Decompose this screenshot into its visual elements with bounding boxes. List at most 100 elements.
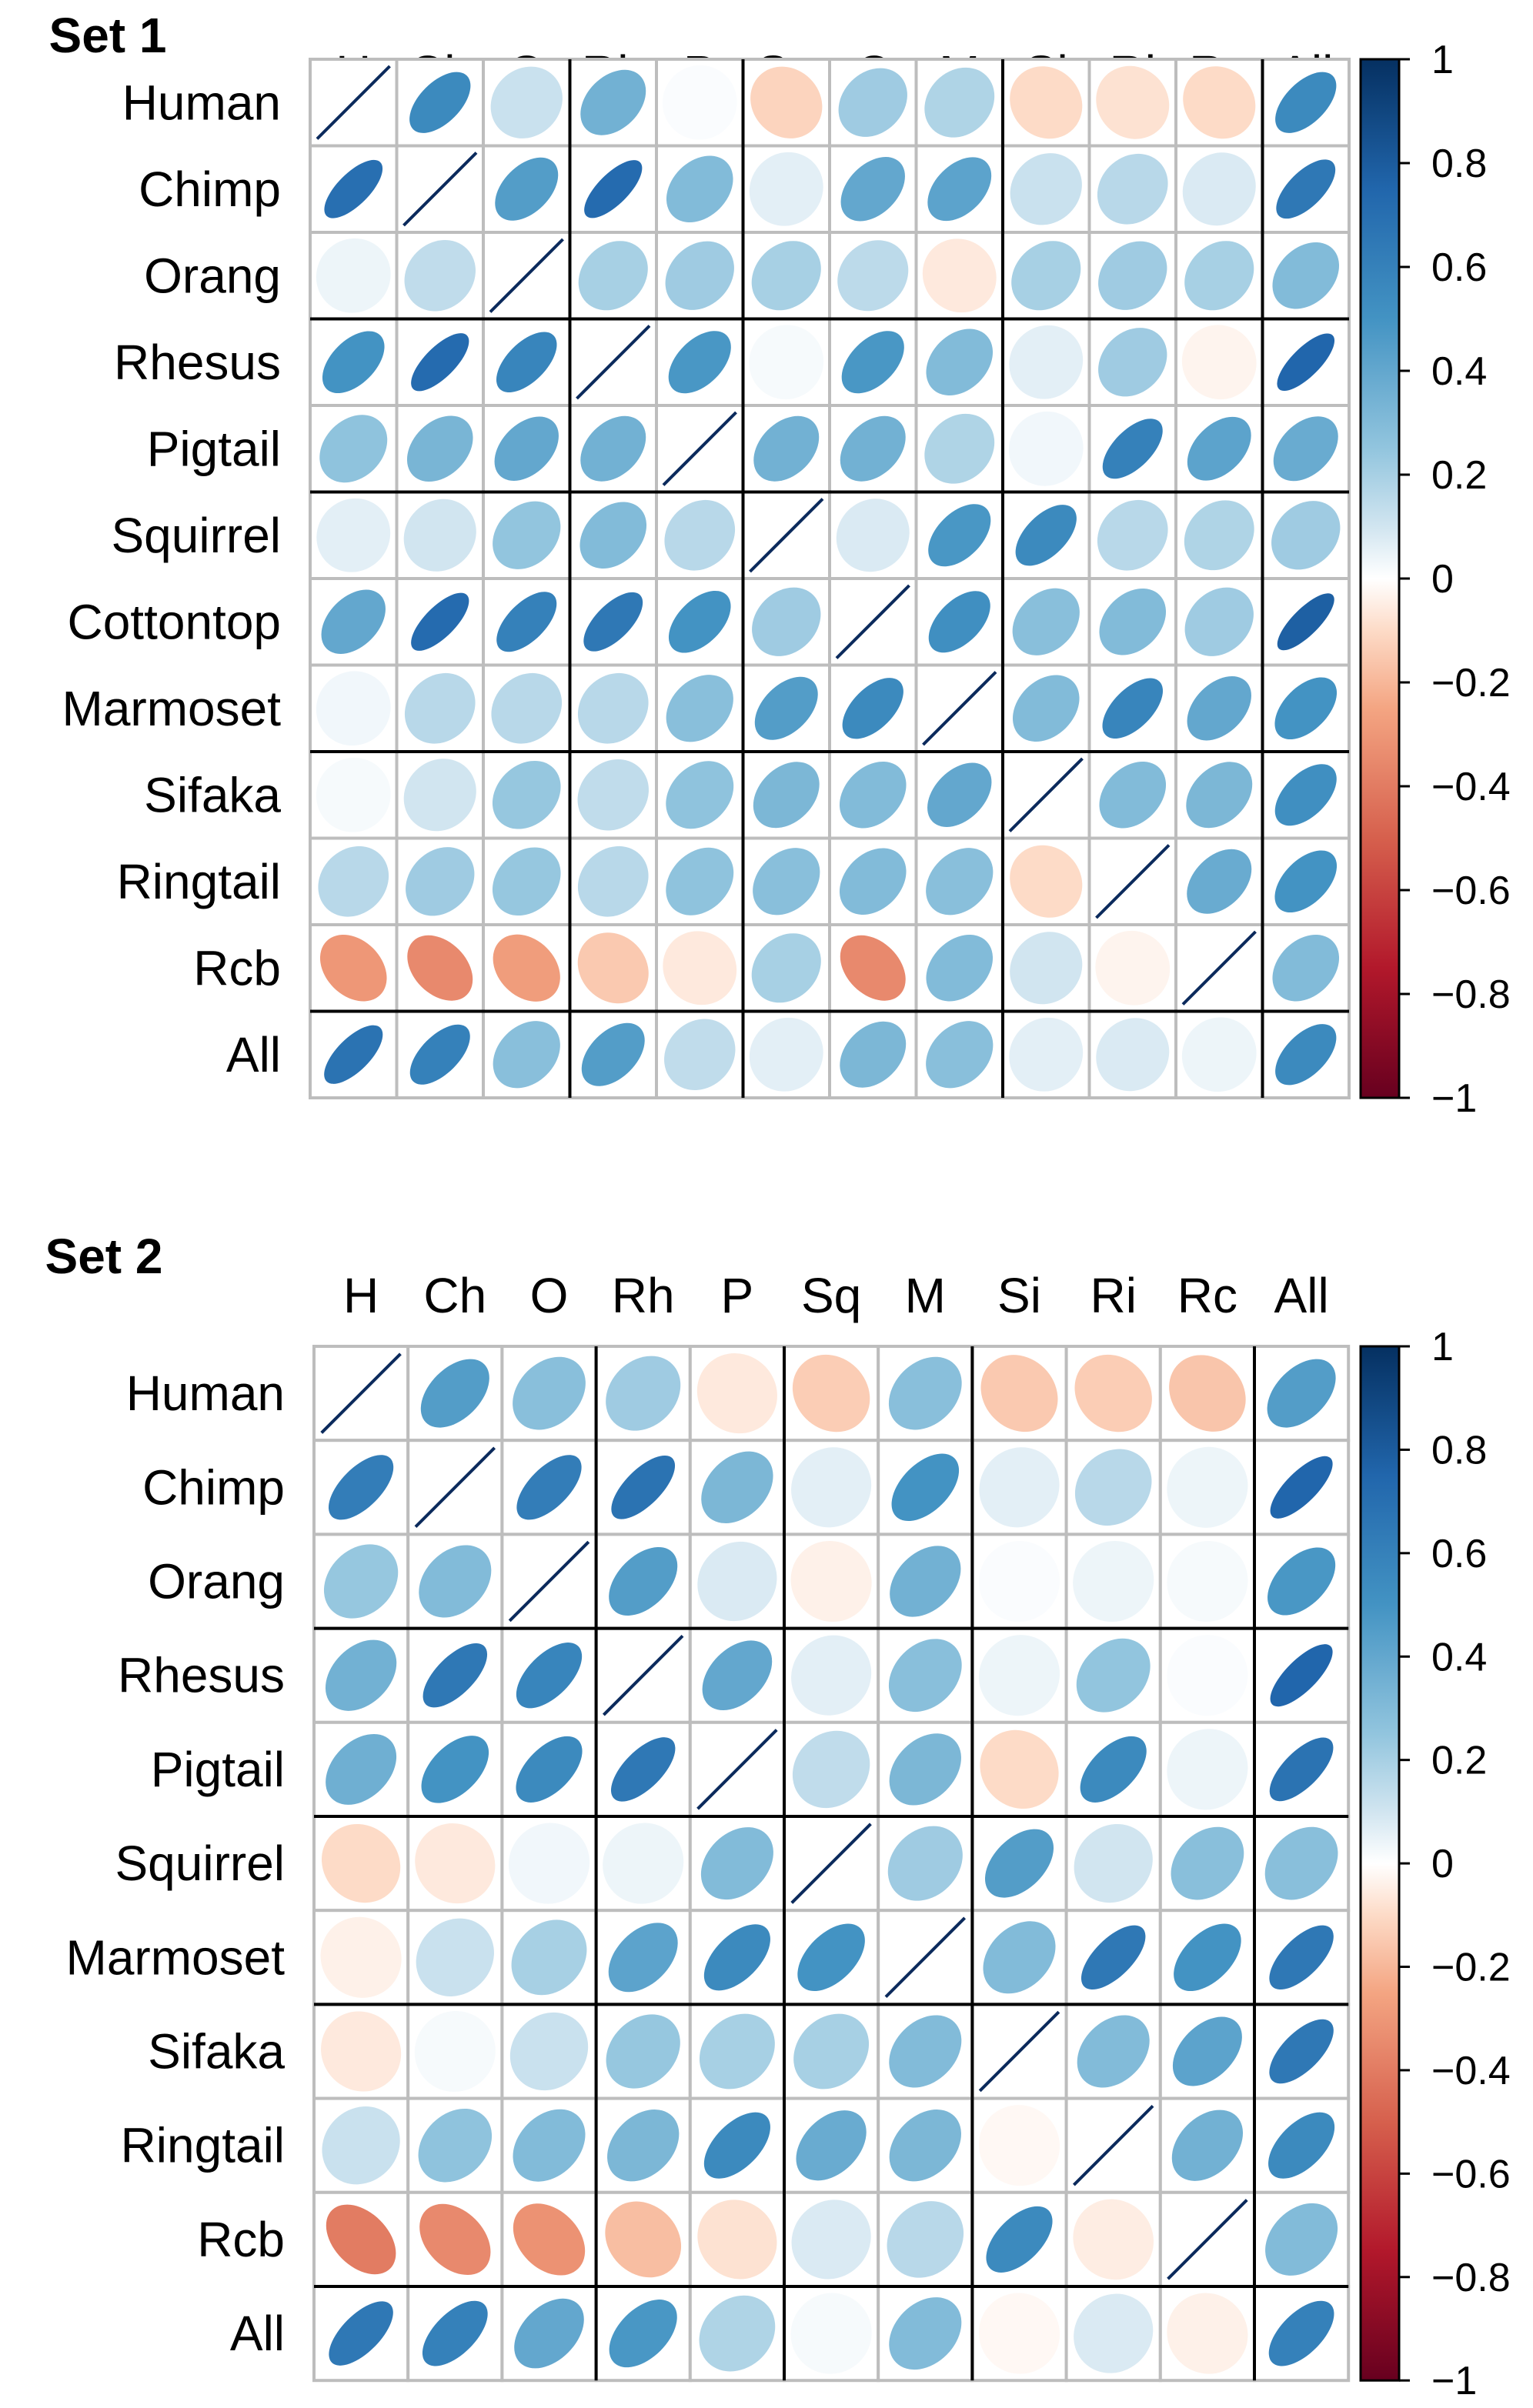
correlation-ellipse xyxy=(836,499,910,572)
correlation-ellipse xyxy=(887,2201,964,2278)
correlation-ellipse xyxy=(1074,2293,1154,2373)
correlation-ellipse xyxy=(1097,153,1168,225)
correlation-ellipse xyxy=(409,1024,470,1085)
correlation-ellipse xyxy=(422,2300,488,2366)
correlation-ellipse xyxy=(792,1730,870,1809)
correlation-ellipse xyxy=(1098,241,1167,310)
diagonal-line xyxy=(922,671,997,746)
correlation-ellipse xyxy=(605,2201,682,2278)
correlation-ellipse xyxy=(983,1921,1056,1994)
row-label: Cottontop xyxy=(67,594,281,649)
correlation-ellipse xyxy=(404,240,476,312)
correlation-ellipse xyxy=(796,2110,867,2181)
correlation-ellipse xyxy=(701,1451,773,1523)
correlation-ellipse xyxy=(606,2014,680,2089)
correlation-ellipse xyxy=(1015,505,1077,566)
colorbar-tick-label: 0.8 xyxy=(1431,1428,1487,1472)
correlation-ellipse xyxy=(1009,325,1084,399)
row-label: All xyxy=(226,1027,281,1082)
correlation-ellipse xyxy=(979,1447,1060,1528)
correlation-ellipse xyxy=(1171,2110,1244,2181)
correlation-ellipse xyxy=(491,672,563,744)
correlation-ellipse xyxy=(579,502,647,569)
correlation-ellipse xyxy=(1010,845,1083,918)
colorbar-tick-label: 0.8 xyxy=(1431,142,1487,186)
correlation-ellipse xyxy=(791,1447,872,1528)
correlation-ellipse xyxy=(978,1635,1060,1716)
correlation-ellipse xyxy=(666,847,734,916)
correlation-ellipse xyxy=(928,504,991,567)
colorbar-tick-label: −0.2 xyxy=(1431,1946,1511,1990)
row-label: Rhesus xyxy=(118,1648,285,1703)
row-label: Pigtail xyxy=(151,1742,285,1797)
correlation-ellipse xyxy=(753,762,820,829)
correlation-ellipse xyxy=(1009,1017,1084,1092)
diagonal-line xyxy=(1167,2199,1248,2280)
correlation-ellipse xyxy=(1074,1449,1152,1526)
colorbar-tick-label: 1 xyxy=(1431,1325,1454,1369)
correlation-ellipse xyxy=(321,1823,401,1903)
correlation-ellipse xyxy=(1099,588,1167,655)
correlation-ellipse xyxy=(697,1541,777,1622)
correlation-ellipse xyxy=(1270,1644,1333,1707)
correlation-ellipse xyxy=(420,1359,489,1428)
correlation-ellipse xyxy=(752,587,821,656)
correlation-ellipse xyxy=(1011,241,1081,311)
correlation-ellipse xyxy=(922,238,997,313)
correlation-ellipse xyxy=(668,590,731,653)
correlation-ellipse xyxy=(326,1733,397,1805)
correlation-ellipse xyxy=(1077,2015,1150,2088)
correlation-ellipse xyxy=(1275,72,1337,133)
correlation-ellipse xyxy=(927,157,992,222)
correlation-ellipse xyxy=(508,1823,590,1904)
diagonal-line xyxy=(1181,930,1257,1006)
correlation-ellipse xyxy=(609,2300,677,2368)
correlation-ellipse xyxy=(668,331,731,394)
correlation-ellipse xyxy=(415,1823,496,1904)
correlation-ellipse xyxy=(406,847,475,916)
correlation-ellipse xyxy=(793,2013,870,2089)
correlation-ellipse xyxy=(326,2204,396,2275)
correlation-ellipse xyxy=(1277,333,1335,392)
correlation-ellipse xyxy=(1102,678,1164,739)
colorbar-tick-label: −0.6 xyxy=(1431,869,1511,913)
correlation-ellipse xyxy=(1186,762,1253,829)
correlation-ellipse xyxy=(924,67,995,138)
row-label: Sifaka xyxy=(144,767,281,822)
correlation-ellipse xyxy=(666,761,734,829)
correlation-ellipse xyxy=(496,332,557,393)
correlation-ellipse xyxy=(419,2203,491,2276)
diagonal-line xyxy=(508,1540,590,1623)
correlation-ellipse xyxy=(419,1545,492,1618)
correlation-ellipse xyxy=(840,935,906,1001)
correlation-ellipse xyxy=(318,845,389,917)
correlation-ellipse xyxy=(320,1916,402,1998)
diagonal-line xyxy=(1072,2104,1154,2186)
correlation-ellipse xyxy=(1167,1540,1248,1623)
correlation-ellipse xyxy=(1096,1018,1170,1092)
row-label: Human xyxy=(122,75,281,130)
correlation-ellipse xyxy=(1269,1737,1334,1802)
correlation-ellipse xyxy=(1265,2203,1338,2276)
correlation-ellipse xyxy=(699,2013,775,2089)
correlation-ellipse xyxy=(1267,1547,1336,1616)
row-label: Ringtail xyxy=(117,854,281,909)
diagonal-line xyxy=(414,1446,496,1529)
diagonal-line xyxy=(749,498,824,573)
correlation-ellipse xyxy=(662,65,737,140)
correlation-ellipse xyxy=(1271,501,1341,570)
correlation-ellipse xyxy=(839,848,907,916)
correlation-ellipse xyxy=(325,1639,397,1711)
correlation-ellipse xyxy=(702,1640,773,1710)
colorbar-tick-label: 0.2 xyxy=(1431,1739,1487,1783)
col-label: Ch xyxy=(423,1268,486,1323)
correlation-ellipse xyxy=(888,1639,962,1713)
correlation-ellipse xyxy=(1076,1638,1151,1713)
correlation-ellipse xyxy=(319,415,388,483)
correlation-ellipse xyxy=(580,69,646,135)
correlation-ellipse xyxy=(511,1919,587,1996)
correlation-ellipse xyxy=(324,1025,383,1084)
correlation-ellipse xyxy=(411,592,469,651)
correlation-ellipse xyxy=(927,762,992,827)
